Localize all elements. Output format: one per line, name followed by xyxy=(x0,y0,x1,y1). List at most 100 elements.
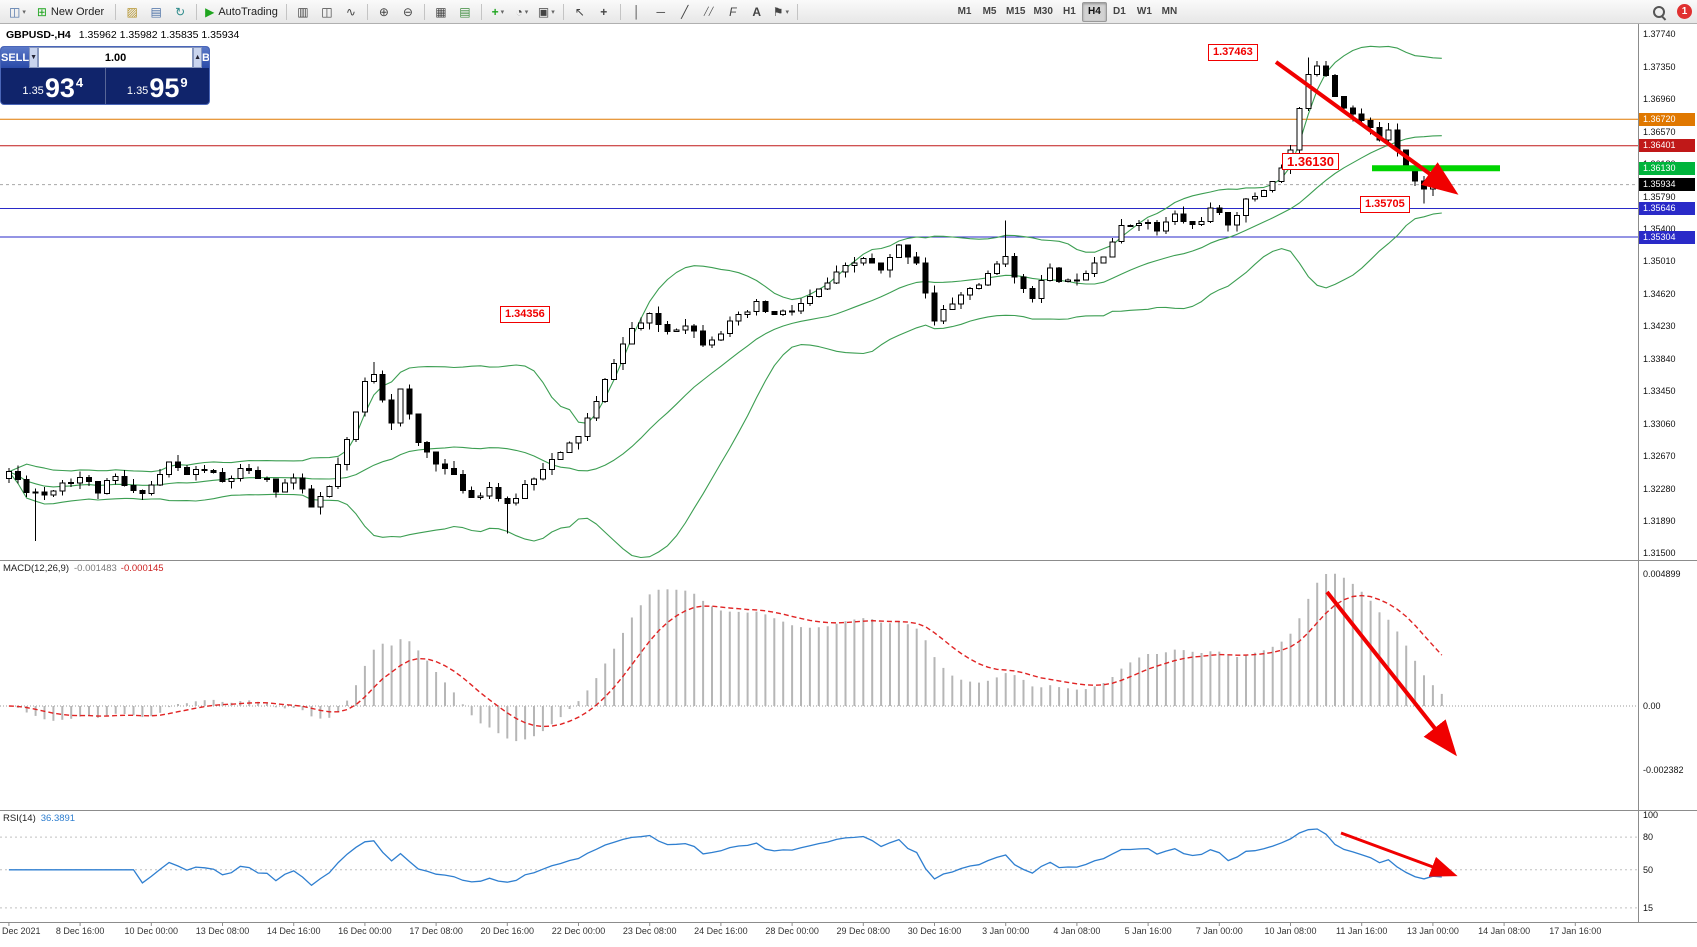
buy-price-display[interactable]: 1.35 95 9 xyxy=(104,68,210,104)
candle-body xyxy=(397,388,404,424)
rsi-name: RSI(14) xyxy=(3,813,36,824)
price-axis[interactable] xyxy=(1638,24,1697,922)
trendline-button[interactable]: ╱ xyxy=(673,2,697,22)
fibonacci-icon: F xyxy=(729,4,737,19)
time-axis[interactable] xyxy=(0,922,1638,947)
candle-body xyxy=(744,311,751,315)
metaeditor-button[interactable]: ▨ xyxy=(120,2,144,22)
candle-body xyxy=(611,363,618,381)
chevron-down-icon: ▾ xyxy=(551,8,555,16)
new-order-button[interactable]: ⊞ New Order xyxy=(30,2,111,22)
candle-body xyxy=(717,333,724,341)
templates-button[interactable]: ▣ ▾ xyxy=(534,2,559,22)
zoom-out-button[interactable]: ⊖ xyxy=(396,2,420,22)
text-button[interactable]: A xyxy=(745,2,769,22)
candle-body xyxy=(628,328,635,345)
crosshair-button[interactable]: + xyxy=(592,2,616,22)
timeframe-m30-button[interactable]: M30 xyxy=(1033,6,1053,17)
candle-body xyxy=(1118,225,1125,243)
candle-body xyxy=(566,442,573,453)
sell-button[interactable]: SELL xyxy=(1,47,30,68)
volume-decrease-button[interactable]: ▼ xyxy=(29,47,39,68)
candle-body xyxy=(1127,224,1134,227)
market-watch-button[interactable]: ▤ xyxy=(144,2,168,22)
candle-body xyxy=(415,413,422,443)
candle-body xyxy=(166,461,173,475)
cursor-button[interactable]: ↖ xyxy=(568,2,592,22)
fibonacci-button[interactable]: F xyxy=(721,2,745,22)
candle-body xyxy=(388,399,395,424)
candle-body xyxy=(780,310,787,315)
new-chart-button[interactable]: ◫ ▾ xyxy=(5,2,30,22)
notification-badge[interactable]: 1 xyxy=(1677,4,1692,19)
horizontal-line-button[interactable]: ─ xyxy=(649,2,673,22)
zoom-in-button[interactable]: ⊕ xyxy=(372,2,396,22)
timeframe-h4-button[interactable]: H4 xyxy=(1081,1,1107,22)
timeframe-w1-button[interactable]: W1 xyxy=(1136,6,1152,17)
candle-body xyxy=(353,411,359,441)
sell-price-display[interactable]: 1.35 93 4 xyxy=(1,68,105,104)
candle-body xyxy=(584,417,591,438)
chevron-down-icon: ▾ xyxy=(785,8,790,16)
candle-body xyxy=(1296,108,1303,151)
vertical-line-button[interactable]: │ xyxy=(625,2,649,22)
price-callout[interactable]: 1.36130 xyxy=(1282,153,1339,170)
candle-body xyxy=(1251,196,1258,200)
bar-chart-mode-button[interactable]: ▥ xyxy=(291,2,315,22)
price-callout[interactable]: 1.37463 xyxy=(1208,44,1258,61)
candle-body xyxy=(1073,279,1080,282)
candle-body xyxy=(548,458,555,470)
refresh-button[interactable]: ↻ xyxy=(168,2,192,22)
line-chart-mode-button[interactable]: ∿ xyxy=(339,2,363,22)
search-button[interactable] xyxy=(1647,2,1671,22)
candle-body xyxy=(851,262,858,266)
bid-big-digits: 93 xyxy=(44,73,75,103)
timeframe-m1-button[interactable]: M1 xyxy=(957,6,972,17)
indicators-list-button[interactable]: ▤ xyxy=(453,2,477,22)
candlesticks xyxy=(5,57,1445,541)
downtrend-arrow[interactable] xyxy=(1325,590,1457,757)
volume-increase-button[interactable]: ▲ xyxy=(193,47,202,68)
price-callout[interactable]: 1.34356 xyxy=(500,306,550,323)
new-chart-icon: ◫ xyxy=(9,4,21,19)
candle-body xyxy=(1323,65,1330,77)
periods-button[interactable]: ◔ ▾ xyxy=(510,2,534,22)
channel-button[interactable]: ╱╱ xyxy=(697,2,721,22)
downtrend-arrow[interactable] xyxy=(1340,831,1458,877)
arrows-tool-button[interactable]: ⚑ ▾ xyxy=(769,2,793,22)
toolbar-separator xyxy=(619,3,621,20)
timeframe-d1-button[interactable]: D1 xyxy=(1113,6,1126,17)
add-indicator-button[interactable]: + ▾ xyxy=(486,2,510,22)
timeframe-m15-button[interactable]: M15 xyxy=(1006,6,1026,17)
candle-body xyxy=(1100,256,1107,264)
zoom-out-icon: ⊖ xyxy=(402,4,413,19)
trend-arrows[interactable] xyxy=(1274,60,1459,877)
candle-body xyxy=(1332,75,1338,98)
candle-body xyxy=(237,468,244,479)
tile-windows-button[interactable]: ▦ xyxy=(429,2,453,22)
support-resistance-lines[interactable] xyxy=(0,118,1638,238)
timeframe-m5-button[interactable]: M5 xyxy=(982,6,997,17)
volume-input[interactable] xyxy=(38,47,194,68)
candle-body xyxy=(1180,213,1187,222)
candle-body xyxy=(1198,221,1205,225)
buy-button[interactable]: BUY xyxy=(202,47,209,68)
candlestick-mode-button[interactable]: ◫ xyxy=(315,2,339,22)
candle-body xyxy=(1385,129,1392,141)
candle-body xyxy=(789,310,796,313)
price-callout[interactable]: 1.35705 xyxy=(1360,196,1410,213)
candle-body xyxy=(771,310,778,315)
autotrading-button[interactable]: ▶ AutoTrading xyxy=(201,2,282,22)
downtrend-arrow[interactable] xyxy=(1274,60,1459,195)
toolbar-icon-group: ▨ ▤ ↻ ▶ AutoTrading ▥ ◫ ∿ ⊕ ⊖ ▦ ▤ + ▾ ◔ ▾ ▣ ▾ ↖ + │ ─ ╱ ╱╱ F A ⚑ ▾ xyxy=(111,2,802,22)
candle-body xyxy=(1065,279,1071,282)
candle-body xyxy=(593,400,600,419)
candle-body xyxy=(842,264,849,273)
candle-body xyxy=(913,256,920,264)
timeframe-h1-button[interactable]: H1 xyxy=(1063,6,1076,17)
candle-body xyxy=(1358,113,1365,122)
timeframe-mn-button[interactable]: MN xyxy=(1161,6,1178,17)
horizontal-line-icon: ─ xyxy=(656,4,665,19)
candlestick-mode-icon: ◫ xyxy=(321,4,333,19)
